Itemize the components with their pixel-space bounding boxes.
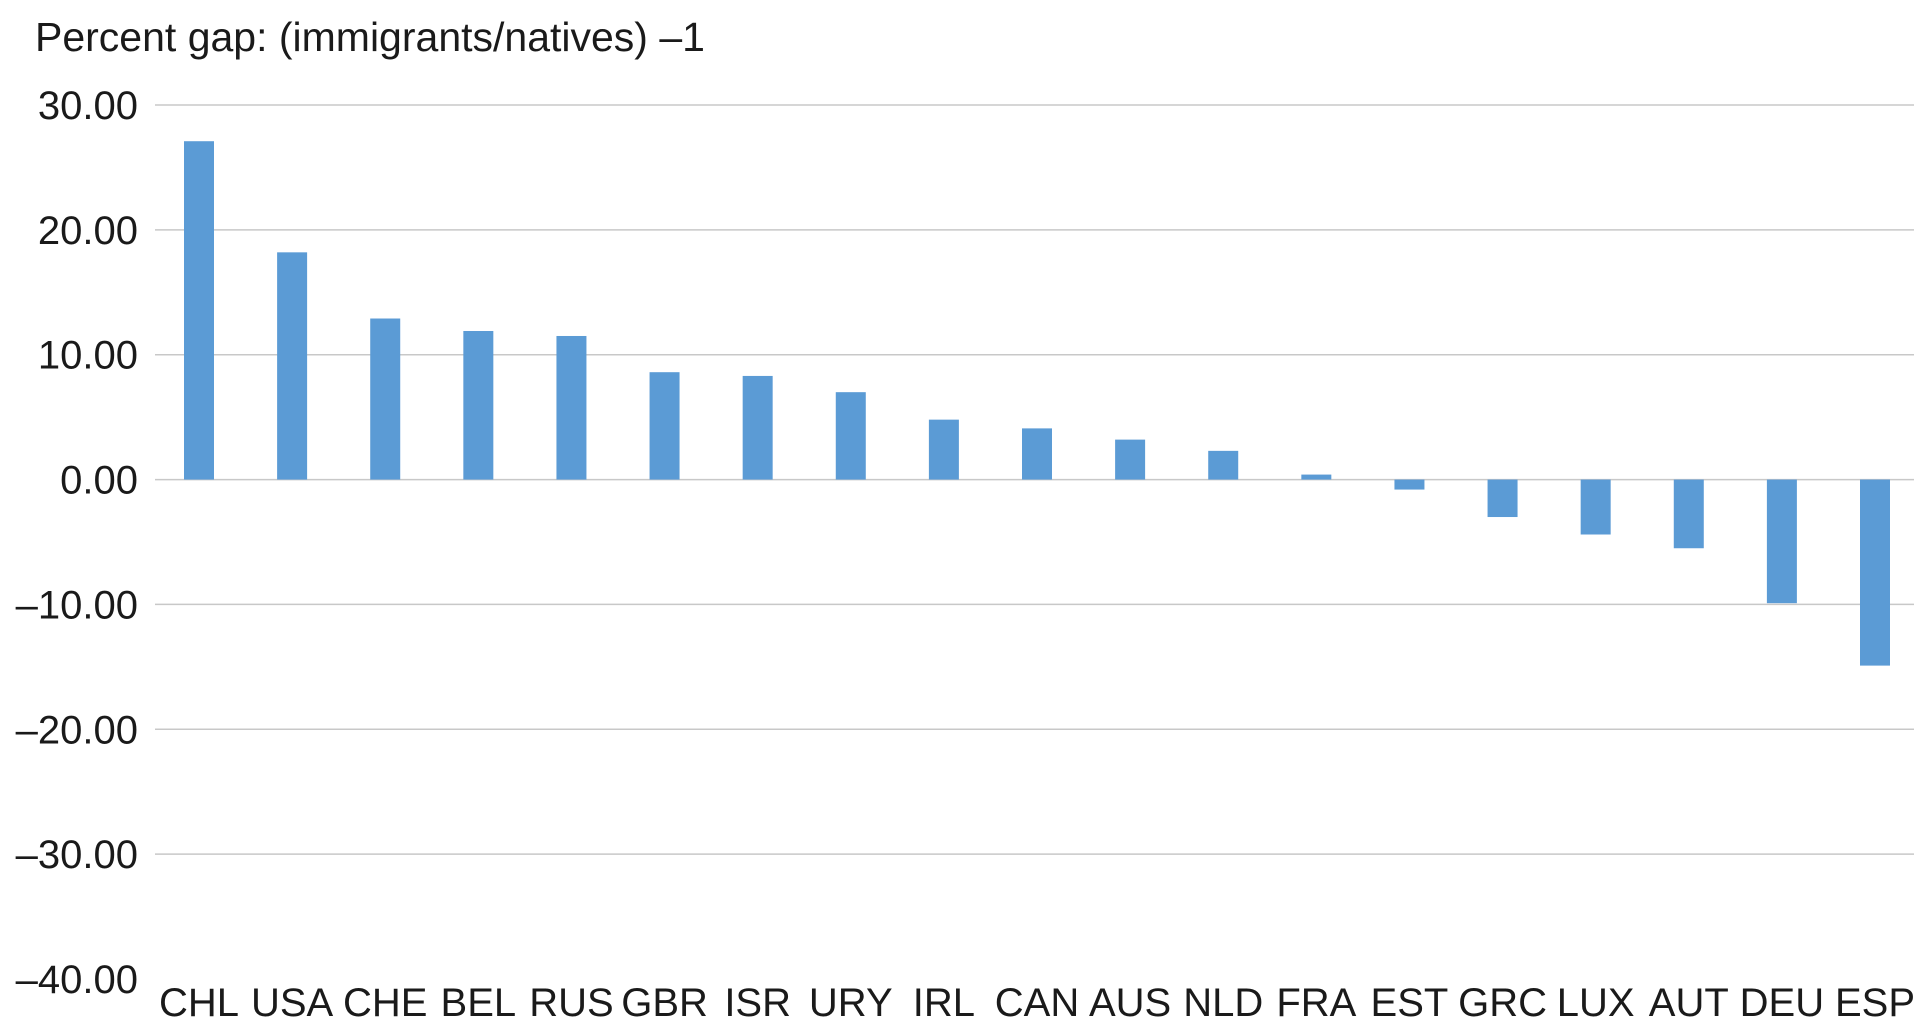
y-tick-label: 20.00 [38, 209, 138, 253]
y-axis-ticks: 30.00 20.00 10.00 0.00 –10.00 –20.00 –30.00 –40… [16, 84, 138, 1002]
x-tick-label: EST [1371, 981, 1449, 1025]
bar-ury [835, 392, 866, 480]
y-tick-label: 30.00 [38, 84, 138, 128]
x-tick-label: LUX [1557, 981, 1635, 1025]
bar-grc [1487, 479, 1518, 518]
bar-est [1394, 479, 1425, 490]
y-tick-label: 0.00 [60, 459, 138, 503]
bar-gbr [649, 372, 680, 480]
x-axis-ticks: CHL USA CHE BEL RUS GBR ISR URY IRL CAN AUS NLD FRA E… [159, 981, 1915, 1025]
bar-deu [1766, 479, 1797, 604]
bar-usa [277, 252, 308, 480]
x-tick-label: RUS [529, 981, 613, 1025]
gridlines [155, 104, 1914, 855]
bar-che [370, 318, 401, 480]
y-tick-label: –30.00 [16, 833, 138, 877]
y-tick-label: 10.00 [38, 334, 138, 378]
x-tick-label: FRA [1276, 981, 1356, 1025]
x-tick-label: CAN [995, 981, 1079, 1025]
x-tick-label: ISR [724, 981, 791, 1025]
x-tick-label: URY [809, 981, 893, 1025]
x-tick-label: CHL [159, 981, 239, 1025]
bar-aus [1115, 439, 1146, 480]
x-tick-label: DEU [1740, 981, 1824, 1025]
bars [184, 141, 1890, 666]
bar-esp [1860, 479, 1890, 666]
x-tick-label: CHE [343, 981, 427, 1025]
bar-fra [1301, 474, 1332, 480]
bar-bel [463, 330, 494, 480]
x-tick-label: NLD [1183, 981, 1263, 1025]
bar-can [1022, 428, 1052, 480]
bar-lux [1580, 479, 1611, 535]
y-axis-title: Percent gap: (immigrants/natives) –1 [35, 14, 705, 60]
bar-irl [928, 419, 959, 480]
y-tick-label: –10.00 [16, 583, 138, 627]
y-tick-label: –20.00 [16, 708, 138, 752]
y-tick-label: –40.00 [16, 958, 138, 1002]
x-tick-label: GBR [621, 981, 708, 1025]
x-tick-label: BEL [441, 981, 517, 1025]
x-tick-label: AUS [1089, 981, 1171, 1025]
bar-nld [1208, 450, 1239, 480]
x-tick-label: GRC [1458, 981, 1547, 1025]
x-tick-label: ESP [1835, 981, 1915, 1025]
bar-aut [1673, 479, 1704, 549]
bar-chl [184, 141, 214, 480]
bar-rus [556, 335, 587, 480]
x-tick-label: USA [251, 981, 334, 1025]
x-tick-label: IRL [913, 981, 975, 1025]
x-tick-label: AUT [1649, 981, 1729, 1025]
bar-isr [742, 375, 773, 480]
